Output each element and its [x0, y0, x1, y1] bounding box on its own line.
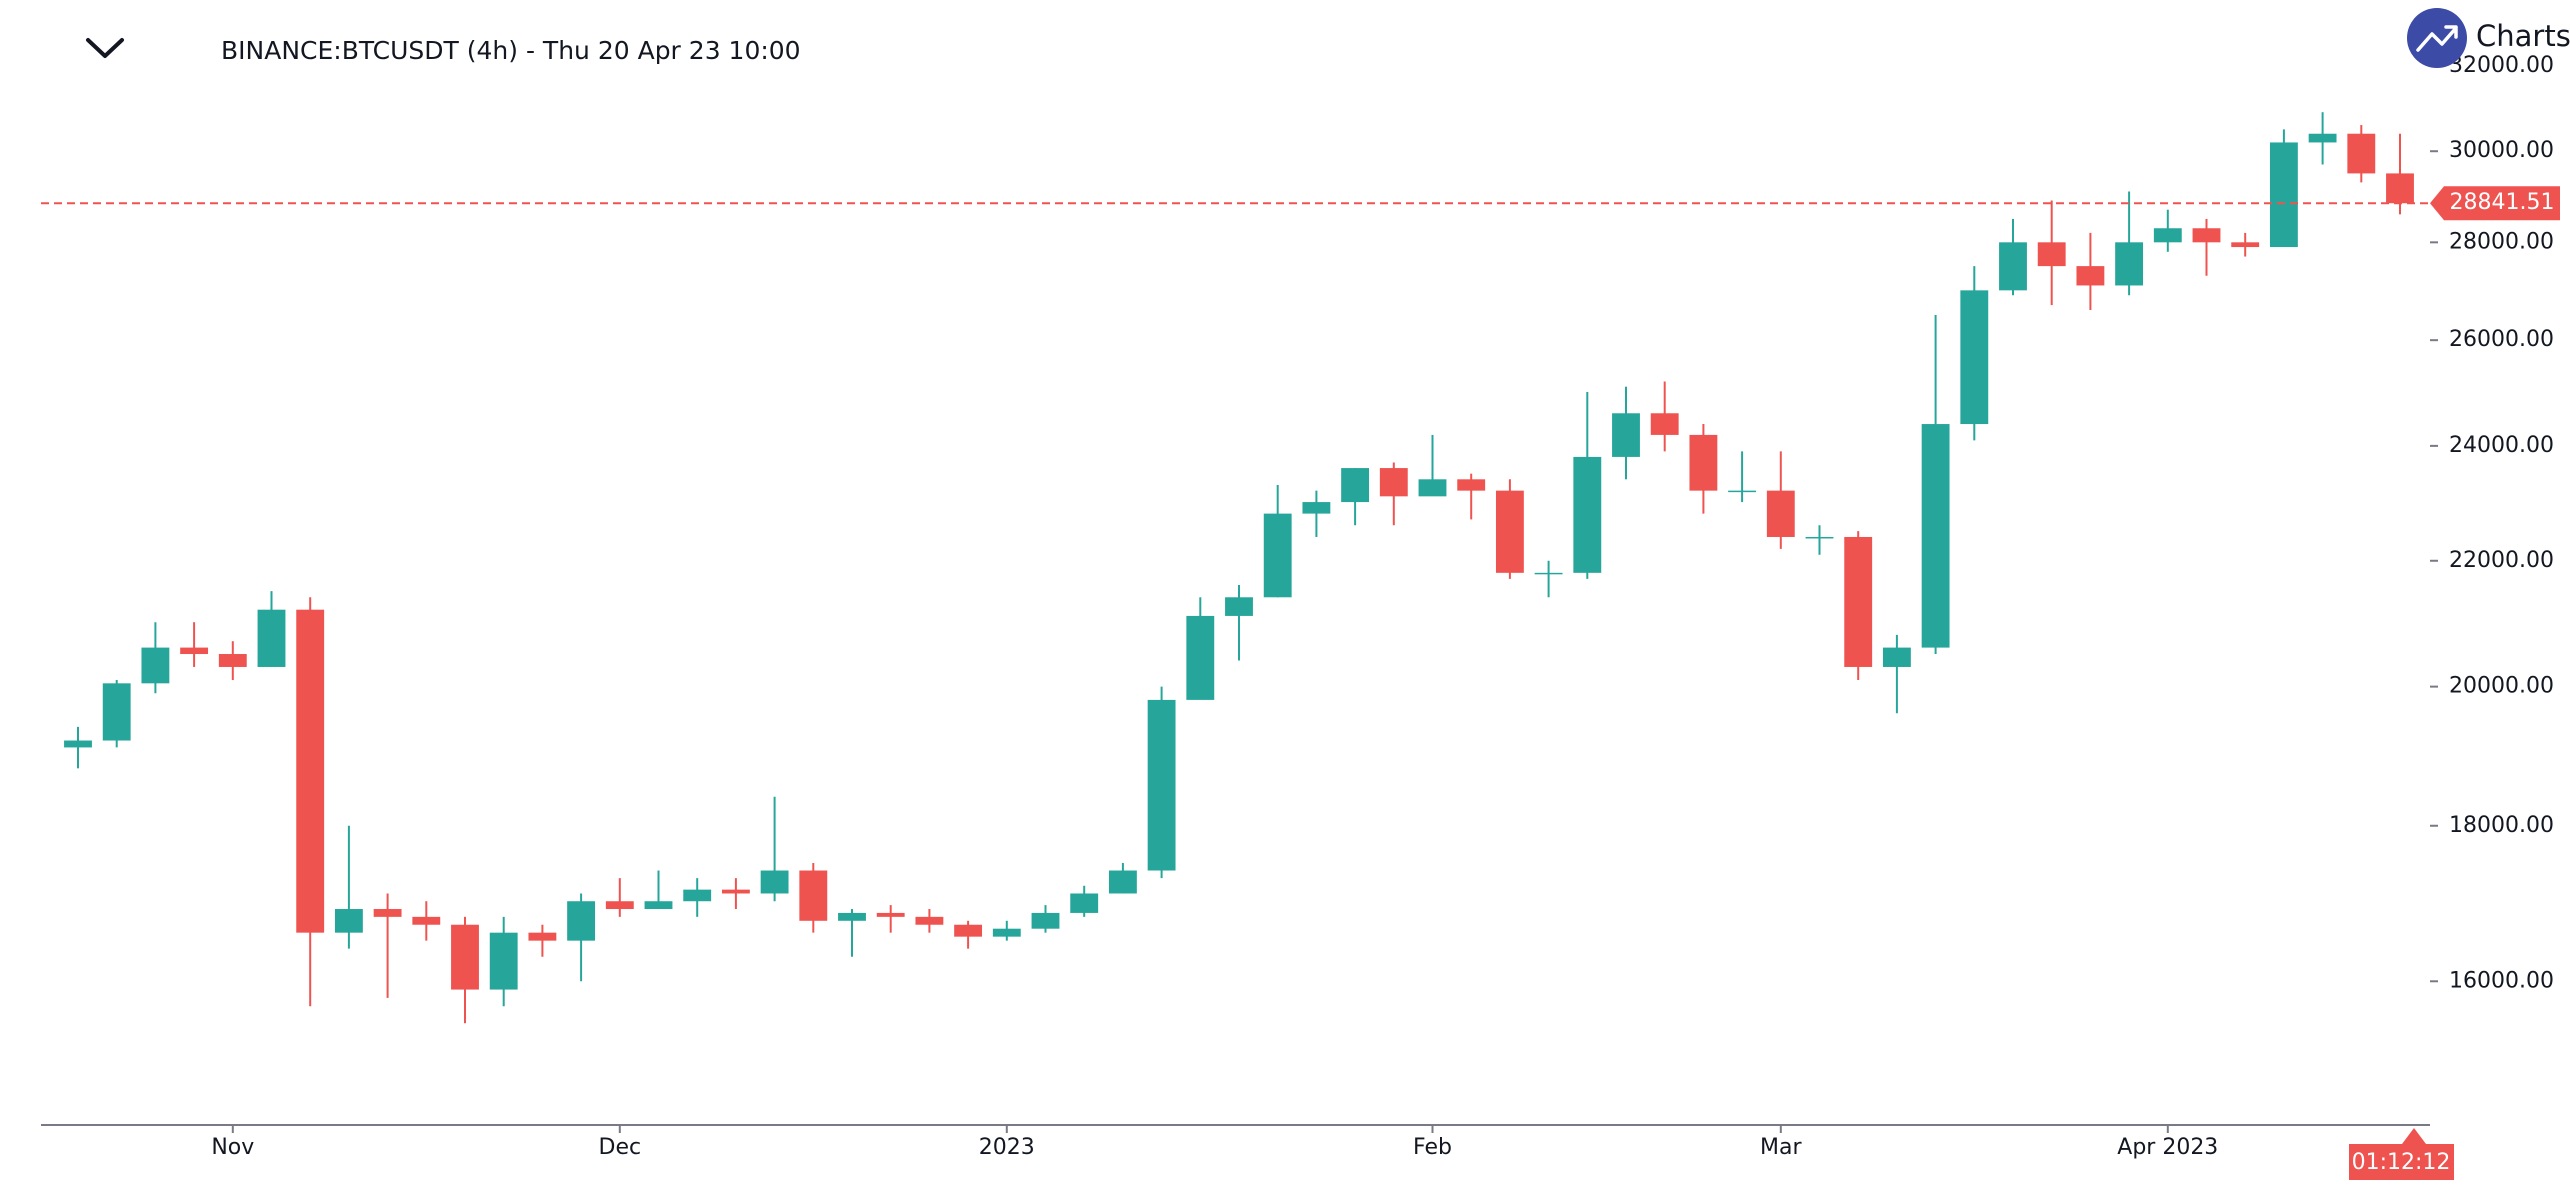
y-tick-label: 20000.00	[2449, 674, 2554, 699]
candle-body	[799, 870, 828, 921]
candle-body	[2308, 133, 2337, 143]
timer-label: 01:12:12	[2352, 1150, 2451, 1175]
collapse-button[interactable]	[86, 38, 124, 58]
candle-body	[683, 889, 712, 902]
candle-body	[1108, 870, 1137, 894]
x-tick-label: 2023	[979, 1135, 1035, 1160]
candle-body	[2347, 133, 2376, 174]
candle-body	[2192, 228, 2221, 243]
candle-body	[1186, 615, 1215, 700]
candle-body	[1457, 479, 1486, 491]
y-tick-label: 22000.00	[2449, 548, 2554, 573]
x-tick-label: Apr 2023	[2117, 1135, 2218, 1160]
candle-body	[141, 647, 170, 684]
x-tick-label: Dec	[599, 1135, 642, 1160]
y-tick-label: 32000.00	[2449, 53, 2554, 78]
candle-body	[1302, 502, 1331, 514]
candle-body	[1534, 572, 1563, 575]
candle-body	[1573, 456, 1602, 573]
timer-pointer	[2402, 1128, 2426, 1144]
candle-body	[2037, 242, 2066, 267]
candle-body	[605, 901, 634, 910]
y-tick-label: 30000.00	[2449, 138, 2554, 163]
candle-body	[528, 932, 557, 941]
candle-body	[1612, 413, 1640, 457]
candle-body	[102, 683, 131, 741]
candle-body	[1031, 912, 1060, 929]
candle-body	[2386, 173, 2414, 204]
candle-body	[2231, 242, 2260, 248]
y-tick-label: 24000.00	[2449, 433, 2554, 458]
candle-body	[2153, 228, 2182, 243]
candle-body	[1844, 536, 1873, 667]
candle-body	[1650, 413, 1679, 435]
candle-body	[2115, 242, 2144, 286]
x-tick-label: Feb	[1413, 1135, 1452, 1160]
candle-body	[257, 609, 286, 667]
y-tick-label: 26000.00	[2449, 327, 2554, 352]
candle-body	[2076, 266, 2105, 286]
candle-body	[489, 932, 518, 990]
candle-body	[1495, 490, 1524, 573]
candle-body	[992, 928, 1021, 937]
candle-body	[334, 909, 363, 933]
candle-body	[644, 901, 673, 910]
candle-body	[1766, 490, 1795, 537]
price-label: 28841.51	[2450, 190, 2555, 215]
candle-body	[1805, 536, 1834, 539]
candle-body	[760, 870, 789, 894]
candle-body	[1882, 647, 1911, 667]
candle-body	[1689, 434, 1718, 491]
brand-text[interactable]: Charts p	[2476, 19, 2570, 53]
candle-body	[296, 609, 325, 933]
candle-body	[721, 889, 750, 894]
price-label-box	[2430, 186, 2560, 221]
timer-box	[2349, 1144, 2454, 1180]
y-tick-label: 28000.00	[2449, 229, 2554, 254]
brand-logo-icon	[2416, 25, 2458, 52]
candle-body	[838, 912, 866, 921]
candle-body	[1960, 290, 1989, 425]
candle-body	[1728, 490, 1757, 493]
candle-body	[1147, 699, 1176, 871]
candle-body	[1225, 597, 1253, 616]
candle-body	[218, 654, 247, 667]
chart-title: BINANCE:BTCUSDT (4h) - Thu 20 Apr 23 10:…	[221, 36, 801, 65]
x-tick-label: Mar	[1760, 1135, 1802, 1160]
candle-body	[915, 916, 944, 925]
candle-body	[954, 924, 983, 937]
candle-body	[1379, 468, 1408, 497]
candle-body	[1418, 479, 1447, 497]
candle-body	[373, 909, 402, 917]
candle-body	[1921, 424, 1950, 648]
candle-body	[412, 916, 441, 925]
y-tick-label: 18000.00	[2449, 813, 2554, 838]
candle-body	[1999, 242, 2027, 291]
candle-body	[1341, 468, 1370, 503]
x-tick-label: Nov	[211, 1135, 254, 1160]
candle-body	[1070, 893, 1099, 913]
candle-body	[2269, 142, 2298, 248]
candle-body	[180, 647, 209, 655]
candle-body	[1263, 513, 1292, 598]
y-tick-label: 16000.00	[2449, 968, 2554, 993]
candle-body	[64, 740, 92, 748]
candle-body	[876, 912, 905, 917]
candle-body	[567, 901, 596, 941]
candle-body	[451, 924, 479, 990]
